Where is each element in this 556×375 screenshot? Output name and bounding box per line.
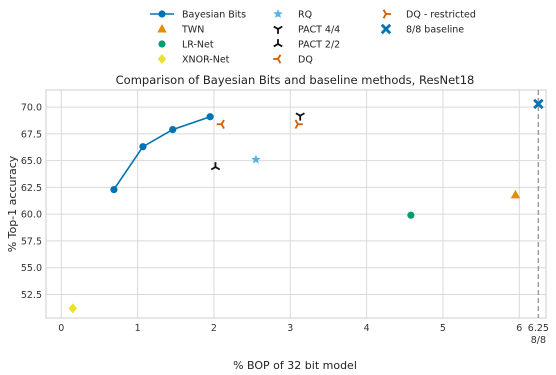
pact-4-4-point: [295, 112, 305, 121]
x-tick-label: 2: [211, 323, 217, 334]
legend-marker-pact-2-2: [273, 39, 283, 48]
dq-restricted-point: [294, 119, 303, 129]
y-tick-label: 67.5: [21, 129, 42, 140]
bayesian-bits-point: [139, 143, 147, 151]
legend-item-pact-2-2: PACT 2/2: [273, 39, 340, 51]
plot-area: 0 1 2 3 4 5 6 6.258/8 52.5 55.0 57.5 60.0 62.5 65.0 6…: [21, 89, 549, 346]
bayesian-bits-point: [169, 126, 177, 134]
y-tick-label: 57.5: [21, 236, 42, 247]
x-tick-label: 0: [58, 323, 64, 334]
lr-net-point: [407, 211, 415, 219]
legend-item-8-8-baseline: 8/8 baseline: [380, 23, 464, 36]
dq-point: [216, 119, 225, 129]
legend-item-xnor-net: XNOR-Net: [157, 54, 230, 66]
y-tick-label: 52.5: [21, 290, 42, 301]
legend-marker-pact-4-4: [273, 25, 283, 34]
legend-label: 8/8 baseline: [406, 25, 464, 36]
legend: Bayesian Bits TWN LR-Net XNOR-Net RQ PACT 4/4…: [150, 9, 476, 66]
x-axis-label: % BOP of 32 bit model: [233, 359, 357, 372]
legend-item-bayesian-bits: Bayesian Bits: [150, 10, 246, 21]
legend-label: RQ: [298, 10, 312, 21]
legend-label: LR-Net: [182, 40, 214, 51]
y-tick-label: 60.0: [21, 210, 42, 221]
chart-title: Comparison of Bayesian Bits and baseline…: [116, 73, 475, 87]
pact-2-2-point: [210, 162, 221, 171]
bayesian-bits-point: [110, 185, 118, 194]
y-tick-label: 55.0: [21, 263, 42, 274]
bayesian-bits-point: [206, 113, 214, 121]
legend-marker-twn: [157, 24, 167, 33]
legend-marker-xnor-net: [157, 54, 167, 64]
legend-marker-rq: [273, 9, 283, 19]
x-tick-label: 6.25: [528, 323, 549, 334]
y-tick-label: 70.0: [21, 103, 42, 114]
x-tick-label: 5: [440, 323, 446, 334]
x-secondary-tick-label: 8/8: [531, 335, 546, 346]
legend-item-lr-net: LR-Net: [158, 40, 214, 51]
y-axis-label: % Top-1 accuracy: [6, 155, 19, 252]
data-marks: [68, 98, 544, 314]
legend-marker-bayesian-bits: [158, 10, 166, 18]
rq-point: [251, 154, 261, 164]
x-tick-label: 1: [135, 323, 141, 334]
bayesian-bits-line: [113, 116, 211, 190]
legend-label: DQ: [298, 55, 313, 66]
y-tick-label: 62.5: [21, 183, 42, 194]
x-tick-label: 6: [516, 323, 522, 334]
legend-label: Bayesian Bits: [182, 10, 246, 21]
y-axis-ticks: 52.5 55.0 57.5 60.0 62.5 65.0 67.5 70.0: [21, 103, 42, 301]
twn-point: [510, 189, 521, 199]
legend-label: TWN: [181, 25, 204, 36]
legend-label: XNOR-Net: [182, 55, 230, 66]
xnor-net-point: [68, 303, 77, 314]
x-axis-ticks: 0 1 2 3 4 5 6 6.258/8: [58, 323, 549, 346]
legend-item-dq: DQ: [273, 54, 313, 66]
legend-label: DQ - restricted: [406, 10, 476, 21]
grid: [46, 90, 546, 318]
8-8-baseline-point: [533, 98, 544, 110]
y-tick-label: 65.0: [21, 156, 42, 167]
legend-marker-8-8-baseline: [380, 23, 392, 35]
plot-frame: [45, 89, 547, 319]
legend-label: PACT 2/2: [298, 40, 340, 51]
legend-marker-lr-net: [158, 40, 166, 48]
legend-item-dq-restricted: DQ - restricted: [382, 9, 476, 21]
x-tick-label: 4: [364, 323, 370, 334]
legend-item-twn: TWN: [157, 24, 204, 36]
legend-marker-dq-restricted: [382, 9, 391, 19]
legend-item-pact-4-4: PACT 4/4: [273, 25, 340, 36]
legend-marker-dq: [273, 54, 282, 64]
x-tick-label: 3: [287, 323, 293, 334]
legend-label: PACT 4/4: [298, 25, 340, 36]
legend-item-rq: RQ: [273, 9, 312, 21]
